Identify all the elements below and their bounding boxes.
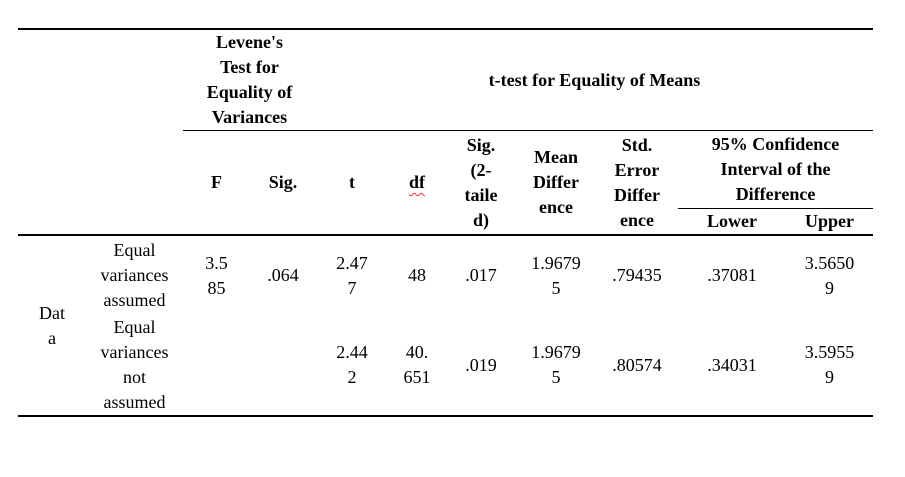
independent-samples-ttest-table: Levene's Test for Equality of Variances …: [18, 28, 873, 417]
row2-upper: 3.5955 9: [786, 315, 873, 417]
row2-f: [183, 315, 250, 417]
ttest-span-header: t-test for Equality of Means: [316, 28, 873, 131]
row2-df: 40. 651: [388, 315, 446, 417]
header-sig: Sig.: [250, 130, 316, 236]
row1-label: Equal variances assumed: [100, 240, 169, 310]
row1-lower: .37081: [707, 265, 757, 285]
row2-t: 2.44 2: [316, 315, 388, 417]
row1-sig: .064: [267, 265, 299, 285]
row1-upper: 3.5650 9: [804, 252, 855, 298]
row1-df: 48: [408, 265, 426, 285]
header-mean-difference: Mean Differ ence: [516, 130, 596, 236]
header-t: t: [316, 130, 388, 236]
row1-f: 3.5 85: [205, 252, 228, 298]
row2-sig: [250, 315, 316, 417]
header-sig-2-tailed: Sig. (2- taile d): [446, 130, 516, 236]
row2-std-error-difference: .80574: [596, 315, 678, 417]
table-row: Equal variances not assumed 2.44 2 40. 6…: [18, 315, 873, 417]
row1-mean-difference: 1.9679 5: [531, 252, 581, 298]
df-spellcheck-squiggle: df: [408, 172, 425, 192]
row1-t: 2.47 7: [336, 252, 368, 298]
row2-lower: .34031: [678, 315, 786, 417]
header-upper: Upper: [786, 208, 873, 236]
table-row: Dat a Equal variances assumed 3.5 85 .06…: [18, 235, 873, 417]
row2-sig-2-tailed: .019: [446, 315, 516, 417]
header-confidence-interval: 95% Confidence Interval of the Differenc…: [678, 130, 873, 209]
row2-mean-difference: 1.9679 5: [516, 315, 596, 417]
header-std-error-difference: Std. Error Differ ence: [596, 130, 678, 236]
row1-sig-2-tailed: .017: [465, 265, 497, 285]
row-group-label: Dat a: [18, 235, 86, 417]
header-lower: Lower: [678, 208, 786, 236]
header-df: df: [388, 130, 446, 236]
row1-std-error-difference: .79435: [612, 265, 662, 285]
corner-empty-cell: [18, 28, 183, 236]
levene-test-span-header: Levene's Test for Equality of Variances: [183, 28, 316, 131]
header-f: F: [183, 130, 250, 236]
row2-label: Equal variances not assumed: [86, 315, 183, 417]
